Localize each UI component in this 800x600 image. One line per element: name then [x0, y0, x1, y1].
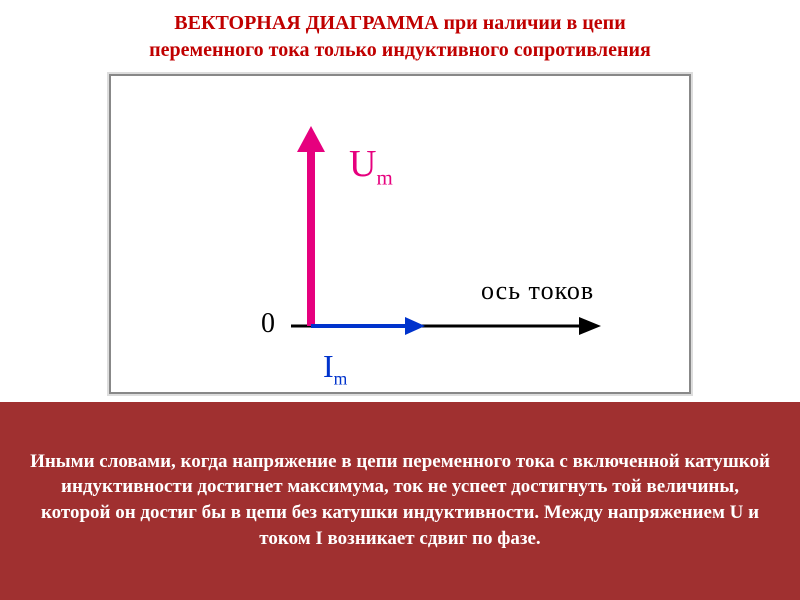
title-line-2: переменного тока только индуктивного соп…: [40, 37, 760, 64]
diagram-container: 0 ось токов Um Im: [0, 70, 800, 402]
slide: ВЕКТОРНАЯ ДИАГРАММА при наличии в цепи п…: [0, 0, 800, 600]
caption-box: Иными словами, когда напряжение в цепи п…: [0, 402, 800, 600]
slide-title: ВЕКТОРНАЯ ДИАГРАММА при наличии в цепи п…: [0, 0, 800, 70]
current-label-main: I: [323, 348, 334, 384]
current-vector-label: Im: [323, 348, 347, 389]
voltage-vector-label: Um: [349, 142, 393, 191]
title-line-1: ВЕКТОРНАЯ ДИАГРАММА при наличии в цепи: [40, 10, 760, 37]
caption-text: Иными словами, когда напряжение в цепи п…: [28, 449, 772, 552]
origin-label-text: 0: [261, 308, 275, 339]
vector-diagram-svg: [111, 76, 693, 396]
voltage-label-sub: m: [376, 166, 392, 190]
current-label-sub: m: [334, 368, 348, 388]
axis-label-text: ось токов: [481, 276, 594, 305]
diagram-frame: 0 ось токов Um Im: [109, 74, 691, 394]
axis-label: ось токов: [481, 276, 594, 306]
origin-label: 0: [261, 308, 275, 340]
voltage-label-main: U: [349, 143, 376, 185]
